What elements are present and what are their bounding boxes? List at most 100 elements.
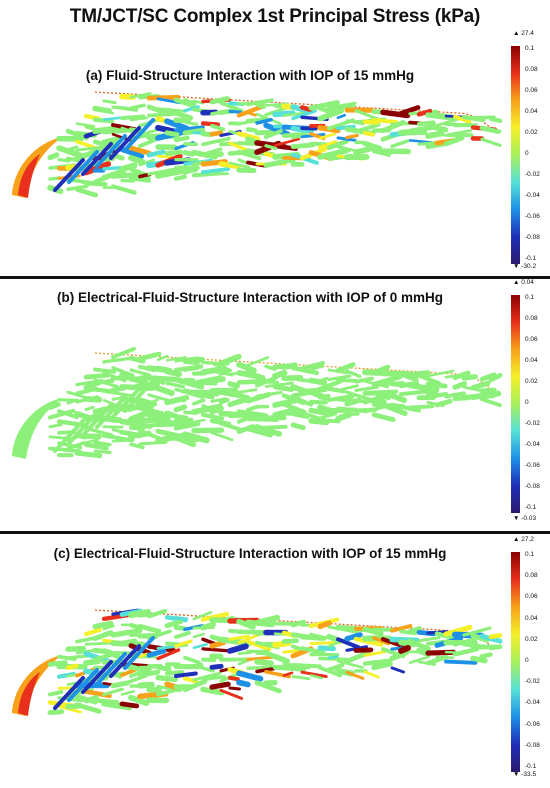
mesh-beam xyxy=(119,638,138,647)
mesh-crescent-hotspot xyxy=(18,154,40,198)
panel-b-tick-label: 0.08 xyxy=(525,315,538,322)
mesh-beam xyxy=(47,152,60,161)
mesh-beam xyxy=(389,402,421,413)
mesh-beam xyxy=(201,147,223,156)
mesh-band xyxy=(81,660,113,694)
mesh-beam xyxy=(228,161,251,169)
mesh-beam xyxy=(209,376,226,384)
mesh-beam xyxy=(219,688,244,700)
mesh-beam xyxy=(173,174,187,181)
mesh-beam xyxy=(102,165,123,171)
mesh-beam xyxy=(407,638,431,652)
mesh-beam xyxy=(209,96,230,105)
mesh-beam xyxy=(164,149,183,157)
panel-a-tick-label: -0.1 xyxy=(525,255,537,262)
mesh-beam xyxy=(254,680,282,694)
mesh-beam xyxy=(227,381,240,389)
mesh-beam xyxy=(201,136,231,147)
mesh-beam xyxy=(254,659,274,666)
mesh-beam xyxy=(156,354,169,362)
mesh-beam xyxy=(345,670,365,680)
mesh-beam xyxy=(371,364,391,376)
mesh-beam xyxy=(300,126,318,131)
mesh-beam xyxy=(443,135,465,147)
mesh-beam xyxy=(146,648,167,658)
mesh-beam xyxy=(128,694,150,707)
mesh-beam xyxy=(120,178,135,183)
mesh-band xyxy=(123,118,155,152)
mesh-beam xyxy=(147,398,159,405)
mesh-beam xyxy=(416,108,433,117)
mesh-beam xyxy=(228,109,242,114)
mesh-beam xyxy=(137,681,155,689)
mesh-beam xyxy=(147,167,176,176)
mesh-beam xyxy=(416,373,441,386)
mesh-beam xyxy=(443,624,473,637)
panel-b-tick-label: -0.08 xyxy=(525,483,540,490)
mesh-beam xyxy=(182,431,210,444)
mesh-band xyxy=(109,644,141,678)
mesh-beam xyxy=(164,670,185,676)
mesh-beam xyxy=(57,157,71,163)
mesh-beam xyxy=(236,104,265,118)
mesh-beam xyxy=(488,372,503,383)
panel-c-tick-label: -0.02 xyxy=(525,678,540,686)
mesh-beam xyxy=(237,158,248,165)
panel-c-title: (c) Electrical-Fluid-Structure Interacti… xyxy=(53,546,447,561)
panel-c-tick-label: 0.06 xyxy=(525,593,538,601)
mesh-beam xyxy=(218,367,231,376)
panel-c-colorbar xyxy=(511,552,520,772)
panel-b-mesh xyxy=(12,346,503,459)
mesh-beam xyxy=(200,621,216,631)
mesh-beam xyxy=(165,381,186,389)
mesh-beam xyxy=(416,384,440,391)
mesh-beam xyxy=(164,368,183,378)
mesh-beam xyxy=(489,128,502,133)
mesh-beam xyxy=(75,438,100,447)
mesh-beam xyxy=(309,364,324,371)
mesh-beam xyxy=(192,671,222,682)
mesh-beam xyxy=(345,133,359,140)
mesh-beam xyxy=(336,659,364,669)
mesh-beam xyxy=(353,636,384,647)
mesh-beam xyxy=(92,630,114,642)
mesh-beam xyxy=(47,709,65,716)
mesh-beam xyxy=(336,101,357,112)
mesh-beam xyxy=(120,690,135,696)
mesh-beam xyxy=(74,702,102,714)
mesh-beam xyxy=(434,392,449,398)
mesh-beam xyxy=(470,390,502,400)
mesh-beam xyxy=(389,649,410,662)
panel-a-tick-label: 0.02 xyxy=(525,129,538,136)
mesh-beam xyxy=(389,392,408,404)
mesh-beam xyxy=(102,390,133,397)
mesh-beam xyxy=(146,608,168,619)
mesh-beam xyxy=(146,94,181,101)
mesh-beam xyxy=(182,98,197,107)
mesh-beam xyxy=(326,138,350,151)
mesh-beam xyxy=(435,655,455,660)
mesh-beam xyxy=(110,171,142,179)
mesh-beam xyxy=(308,377,328,386)
mesh-band xyxy=(95,134,127,168)
mesh-beam xyxy=(200,412,225,421)
mesh-beam xyxy=(300,670,328,678)
mesh-beam xyxy=(174,639,193,648)
mesh-beam xyxy=(164,118,190,132)
mesh-beam xyxy=(398,645,411,654)
mesh-band xyxy=(53,419,85,453)
mesh-beam xyxy=(281,362,298,370)
mesh-band xyxy=(67,150,99,184)
mesh-beam xyxy=(372,636,391,646)
mesh-beam xyxy=(246,98,274,107)
mesh-beam xyxy=(182,165,200,175)
mesh-beam xyxy=(218,636,253,647)
mesh-beam xyxy=(299,105,313,112)
mesh-beam xyxy=(155,665,172,672)
mesh-beam xyxy=(192,643,208,650)
mesh-beam xyxy=(65,663,79,671)
mesh-beam xyxy=(426,369,455,378)
mesh-beam xyxy=(470,655,488,664)
mesh-beam xyxy=(309,674,323,680)
mesh-beam xyxy=(228,634,250,641)
